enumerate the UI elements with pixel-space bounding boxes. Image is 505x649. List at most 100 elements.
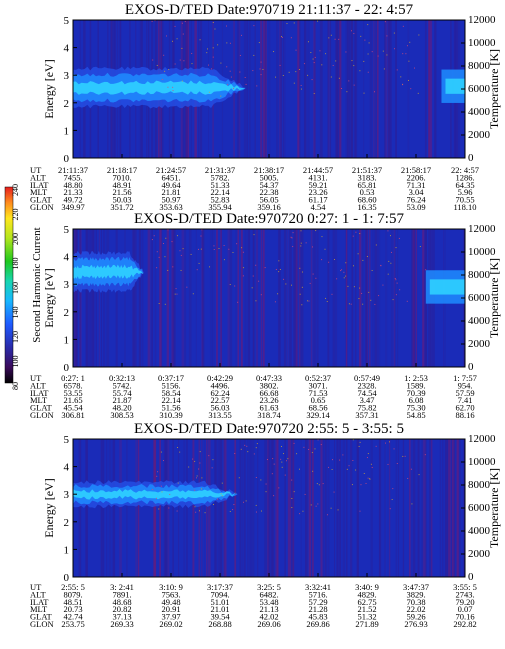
speckle bbox=[350, 303, 352, 305]
time-stripe bbox=[181, 229, 185, 367]
ephemeris-cell: 21.28 bbox=[308, 604, 327, 614]
speckle bbox=[177, 482, 179, 484]
speckle bbox=[353, 33, 355, 35]
ephemeris-cell: 21:58:17 bbox=[401, 165, 431, 175]
speckle bbox=[273, 463, 275, 465]
speckle bbox=[188, 466, 190, 468]
y-axis-label: Energy [eV] bbox=[42, 59, 56, 118]
speckle bbox=[418, 34, 420, 36]
ephemeris-cell: 21:24:57 bbox=[156, 165, 186, 175]
speckle bbox=[351, 484, 353, 486]
time-stripe bbox=[374, 20, 377, 158]
speckle bbox=[319, 50, 321, 52]
y-tick-label: 2 bbox=[64, 517, 70, 529]
panel-3: EXOS-D/TED Date:970720 2:55: 5 - 3:55: 5… bbox=[30, 421, 501, 629]
time-stripe bbox=[133, 229, 137, 367]
speckle bbox=[206, 52, 208, 54]
ephemeris-row-label: ILAT bbox=[30, 597, 49, 607]
speckle bbox=[335, 60, 337, 62]
time-stripe bbox=[282, 20, 284, 158]
speckle bbox=[244, 76, 246, 78]
speckle bbox=[306, 300, 308, 302]
time-stripe bbox=[184, 229, 187, 367]
ephemeris-cell: 88.16 bbox=[455, 410, 474, 420]
speckle bbox=[272, 458, 274, 460]
time-stripe bbox=[425, 439, 427, 577]
speckle bbox=[172, 86, 174, 88]
speckle bbox=[367, 24, 369, 26]
ephemeris-cell: 21:31:37 bbox=[205, 165, 235, 175]
speckle bbox=[199, 451, 201, 453]
ephemeris-cell: 318.74 bbox=[257, 410, 281, 420]
speckle bbox=[212, 56, 214, 58]
speckle bbox=[199, 462, 201, 464]
speckle bbox=[165, 35, 167, 37]
speckle bbox=[300, 245, 302, 247]
speckle bbox=[241, 247, 243, 249]
energy-band-layer-3 bbox=[73, 264, 144, 279]
time-stripe bbox=[74, 229, 77, 367]
time-stripe bbox=[319, 20, 323, 158]
speckle bbox=[281, 466, 283, 468]
time-stripe bbox=[448, 439, 451, 577]
time-stripe bbox=[262, 229, 265, 367]
speckle bbox=[305, 242, 307, 244]
ephemeris-cell: 308.53 bbox=[110, 410, 133, 420]
speckle bbox=[374, 303, 376, 305]
speckle bbox=[314, 448, 316, 450]
speckle bbox=[258, 280, 260, 282]
time-stripe bbox=[358, 229, 362, 367]
speckle bbox=[409, 41, 411, 43]
time-stripe bbox=[428, 20, 430, 158]
ephemeris-cell: 52.83 bbox=[210, 195, 229, 205]
speckle bbox=[355, 231, 357, 233]
time-stripe bbox=[106, 439, 108, 577]
speckle bbox=[290, 236, 292, 238]
speckle bbox=[172, 266, 174, 268]
time-stripe bbox=[159, 229, 162, 367]
speckle bbox=[229, 70, 231, 72]
ephemeris-cell: 70.38 bbox=[406, 597, 425, 607]
speckle bbox=[167, 229, 169, 231]
time-stripe bbox=[412, 229, 415, 367]
ephemeris-cell: 48.20 bbox=[112, 403, 131, 413]
speckle bbox=[223, 259, 225, 261]
speckle bbox=[251, 287, 253, 289]
ephemeris-row-label: UT bbox=[30, 165, 42, 175]
ephemeris-cell: 3071. bbox=[308, 380, 327, 390]
y-right-tick-label: 8000 bbox=[468, 479, 491, 491]
time-stripe bbox=[254, 20, 256, 158]
time-stripe bbox=[451, 439, 455, 577]
speckle bbox=[390, 251, 392, 253]
time-stripe bbox=[350, 439, 352, 577]
speckle bbox=[164, 70, 166, 72]
speckle bbox=[172, 90, 174, 92]
ephemeris-cell: 37.13 bbox=[112, 612, 131, 622]
speckle bbox=[165, 237, 167, 239]
y-tick-label: 4 bbox=[64, 252, 70, 264]
chart-title: EXOS-D/TED Date:970719 21:11:37 - 22: 4:… bbox=[125, 2, 414, 18]
time-stripe bbox=[216, 229, 218, 367]
y-right-axis-label: Temperature [K] bbox=[487, 468, 501, 548]
speckle bbox=[221, 482, 223, 484]
speckle bbox=[207, 48, 209, 50]
speckle bbox=[353, 84, 355, 86]
colorbar: 80 100 120 140 160 180 200 220 240 Second Harmoni… bbox=[4, 184, 43, 390]
time-stripe bbox=[411, 229, 413, 367]
time-stripe bbox=[327, 20, 329, 158]
time-stripe bbox=[85, 439, 88, 577]
speckle bbox=[386, 54, 388, 56]
ephemeris-cell: 276.93 bbox=[404, 619, 427, 629]
time-stripe bbox=[345, 229, 348, 367]
time-stripe bbox=[313, 20, 316, 158]
time-stripe bbox=[102, 439, 105, 577]
ephemeris-cell: 7455. bbox=[63, 172, 82, 182]
speckle bbox=[374, 91, 376, 93]
speckle bbox=[182, 33, 184, 35]
time-stripe bbox=[280, 20, 282, 158]
time-stripe bbox=[407, 20, 410, 158]
speckle bbox=[353, 286, 355, 288]
speckle bbox=[384, 21, 386, 23]
speckle bbox=[402, 53, 404, 55]
